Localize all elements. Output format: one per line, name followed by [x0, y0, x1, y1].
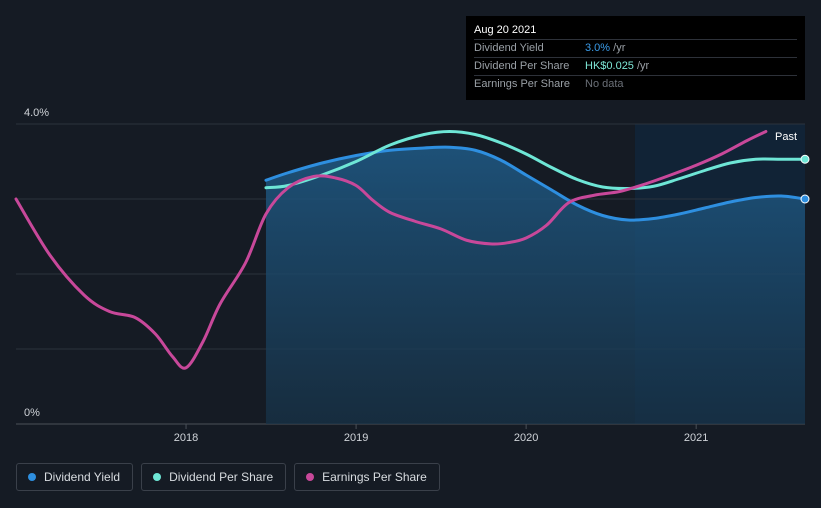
legend-label: Earnings Per Share: [322, 470, 427, 484]
x-tick-label: 2020: [514, 432, 538, 444]
tooltip-value: HK$0.025: [585, 60, 634, 72]
y-tick-label: 0%: [24, 407, 40, 419]
tooltip-label: Dividend Yield: [474, 42, 544, 54]
legend-dot-icon: [28, 473, 36, 481]
legend-item-dividend-per-share[interactable]: Dividend Per Share: [141, 463, 287, 491]
legend-item-earnings-per-share[interactable]: Earnings Per Share: [294, 463, 440, 491]
tooltip-label: Earnings Per Share: [474, 78, 570, 90]
past-label: Past: [775, 131, 797, 143]
tooltip-row-dividend-per-share: Dividend Per Share HK$0.025 /yr: [474, 57, 797, 75]
series-lines: [14, 130, 807, 370]
dividend-per-share-line: [264, 130, 807, 191]
series-end-markers: [800, 154, 810, 204]
legend: Dividend Yield Dividend Per Share Earnin…: [16, 463, 440, 491]
earnings-per-share-line: [14, 130, 768, 370]
legend-dot-icon: [153, 473, 162, 481]
legend-item-dividend-yield[interactable]: Dividend Yield: [16, 463, 134, 491]
tooltip-value: No data: [585, 78, 624, 90]
tooltip-value: 3.0%: [585, 42, 611, 54]
dividend-yield-line: [264, 145, 807, 222]
dividend-per-share-end-marker: [800, 154, 810, 164]
tooltip-row-dividend-yield: Dividend Yield 3.0% /yr: [474, 39, 797, 57]
x-tick-label: 2021: [684, 432, 708, 444]
y-tick-label: 4.0%: [24, 107, 49, 119]
dividend-yield-end-marker: [800, 194, 810, 204]
tooltip-label: Dividend Per Share: [474, 60, 570, 72]
legend-label: Dividend Yield: [44, 470, 121, 484]
x-tick-label: 2018: [174, 432, 198, 444]
tooltip-row-earnings-per-share: Earnings Per Share No data: [474, 75, 797, 93]
y-axis-ticks: 4.0% 0%: [24, 107, 49, 419]
tooltip-date: Aug 20 2021: [474, 24, 537, 36]
legend-dot-icon: [306, 473, 315, 481]
tooltip-unit: /yr: [633, 60, 650, 72]
tooltip-panel: Aug 20 2021 Dividend Yield 3.0% /yr Divi…: [466, 16, 805, 100]
x-tick-label: 2019: [344, 432, 368, 444]
tooltip-unit: /yr: [610, 42, 626, 54]
legend-label: Dividend Per Share: [169, 470, 274, 484]
x-axis-ticks: 2018 2019 2020 2021: [174, 424, 708, 444]
